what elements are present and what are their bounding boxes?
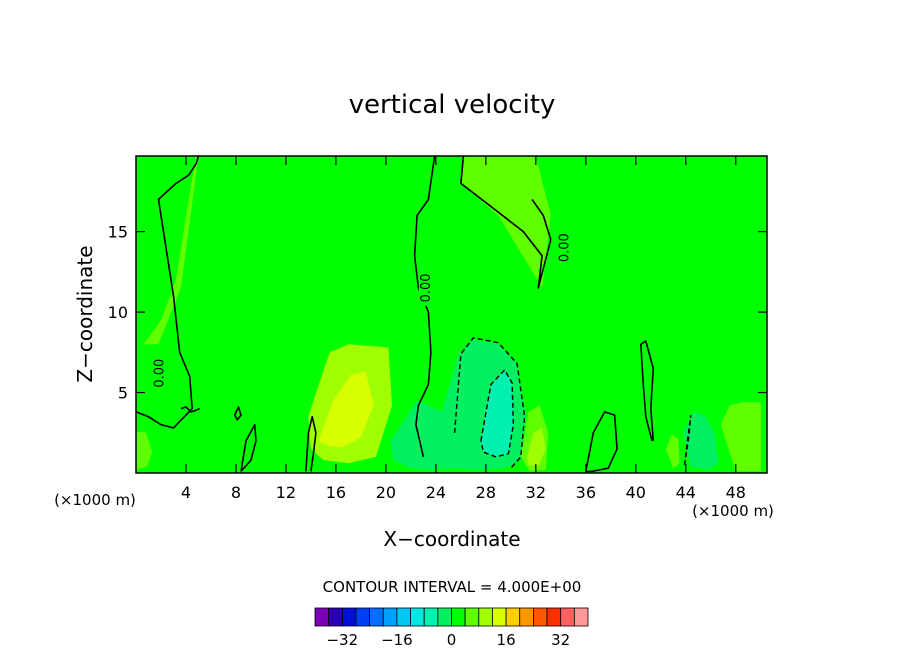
colorbar-swatch bbox=[396, 607, 411, 627]
x-tick-label: 40 bbox=[626, 483, 646, 502]
y-tick-label: 5 bbox=[118, 384, 128, 403]
colorbar-swatch bbox=[546, 607, 562, 627]
contour-lines bbox=[136, 156, 692, 473]
colorbar-swatch bbox=[505, 607, 521, 627]
colorbar-swatch bbox=[451, 607, 466, 627]
x-tick-label: 24 bbox=[426, 483, 446, 502]
colorbar-swatch bbox=[369, 607, 384, 627]
zero-contour-6 bbox=[585, 411, 618, 473]
zero-contour-5 bbox=[240, 423, 257, 472]
colorbar-tick-label: −16 bbox=[381, 631, 413, 649]
zero-contour-0 bbox=[136, 156, 200, 429]
colorbar-swatch bbox=[464, 607, 480, 627]
y-tick-label: 10 bbox=[108, 303, 128, 322]
zero-contour-7 bbox=[180, 406, 201, 413]
x-tick-label: 4 bbox=[181, 483, 191, 502]
colorbar-swatch bbox=[355, 607, 371, 627]
colorbar-swatch bbox=[341, 607, 357, 627]
colorbar-tick-label: 32 bbox=[551, 631, 570, 649]
colorbar-tick-label: 16 bbox=[497, 631, 516, 649]
region-weak-updraft-upper-left bbox=[143, 156, 199, 345]
zero-contour-4 bbox=[305, 415, 317, 472]
zero-contour-3 bbox=[639, 340, 655, 441]
contour-label-bg bbox=[152, 355, 167, 392]
colorbar-swatch bbox=[423, 607, 439, 627]
plot-frame bbox=[135, 155, 768, 474]
colorbar-swatch bbox=[328, 607, 343, 627]
x-tick-label: 36 bbox=[576, 483, 596, 502]
x-tick-label: 16 bbox=[326, 483, 346, 502]
colorbar-swatch bbox=[573, 607, 589, 627]
contour-labels: 0.00 0.00 0.00 bbox=[152, 229, 573, 392]
y-tick-label: 15 bbox=[108, 223, 128, 242]
x-axis: 4 8 12 16 20 24 28 32 36 40 44 48 bbox=[181, 156, 746, 502]
region-updraft-left-edge bbox=[136, 431, 153, 470]
y-axis: 5 10 15 bbox=[108, 223, 767, 403]
colorbar-swatch bbox=[519, 607, 534, 627]
plot-area bbox=[136, 156, 767, 473]
x-tick-label: 12 bbox=[276, 483, 296, 502]
colorbar-swatch bbox=[533, 607, 548, 627]
colorbar-swatch bbox=[492, 607, 507, 627]
region-updraft-32-core bbox=[527, 427, 546, 467]
zero-contour-1 bbox=[413, 156, 436, 458]
colorbar-tick-label: −32 bbox=[326, 631, 358, 649]
region-downdraft-core bbox=[479, 370, 514, 457]
region-updraft-48 bbox=[720, 402, 761, 472]
x-tick-label: 28 bbox=[476, 483, 496, 502]
filled-regions bbox=[136, 156, 761, 472]
contour-interval-label: CONTOUR INTERVAL = 4.000E+00 bbox=[323, 578, 582, 596]
x-tick-label: 8 bbox=[231, 483, 241, 502]
colorbar-ticks: −32 −16 0 16 32 bbox=[326, 631, 570, 649]
colorbar-swatch bbox=[437, 607, 452, 627]
colorbar bbox=[314, 607, 589, 627]
zero-contour-label-1: 0.00 bbox=[419, 273, 434, 302]
colorbar-swatch bbox=[314, 607, 330, 627]
x-unit-left: (×1000 m) bbox=[54, 491, 136, 509]
contour-label-bg bbox=[557, 229, 572, 266]
colorbar-swatch bbox=[560, 607, 575, 627]
colorbar-swatch bbox=[478, 607, 493, 627]
colorbar-swatch bbox=[410, 607, 425, 627]
region-updraft-core bbox=[318, 371, 374, 448]
contour-label-bg bbox=[418, 269, 433, 306]
zero-contour-2 bbox=[460, 156, 552, 289]
region-downdraft-44-46 bbox=[683, 411, 719, 470]
region-updraft-41 bbox=[665, 434, 680, 469]
zero-contour-label-2: 0.00 bbox=[558, 233, 573, 262]
negative-contour-0 bbox=[453, 337, 526, 469]
x-unit-right: (×1000 m) bbox=[692, 502, 774, 520]
x-tick-label: 32 bbox=[526, 483, 546, 502]
x-tick-label: 48 bbox=[726, 483, 746, 502]
x-tick-label: 20 bbox=[376, 483, 396, 502]
negative-contour-2 bbox=[683, 415, 692, 466]
chart-title: vertical velocity bbox=[349, 90, 556, 120]
region-upper-right-lobe bbox=[460, 156, 551, 288]
colorbar-tick-label: 0 bbox=[447, 631, 457, 649]
colorbar-swatch bbox=[382, 607, 398, 627]
x-tick-label: 44 bbox=[676, 483, 696, 502]
y-axis-label: Z−coordinate bbox=[73, 245, 97, 382]
negative-contour-1 bbox=[480, 368, 515, 458]
zero-contour-8 bbox=[233, 406, 242, 421]
x-axis-label: X−coordinate bbox=[383, 527, 520, 551]
zero-contour-label-0: 0.00 bbox=[153, 359, 168, 388]
